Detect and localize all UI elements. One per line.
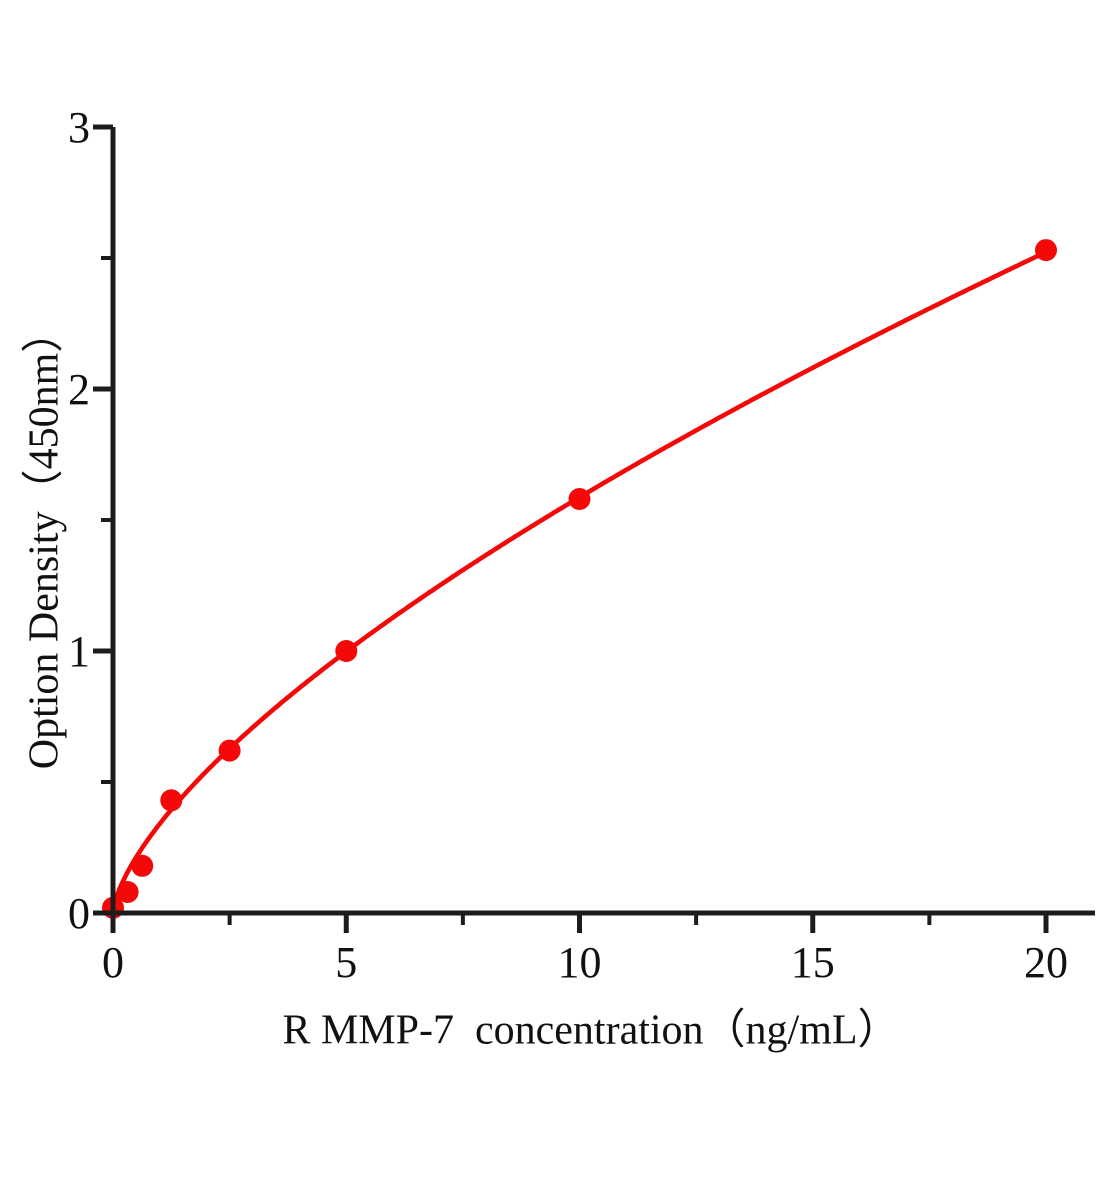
y-tick-label: 1 xyxy=(68,627,90,676)
data-point xyxy=(116,881,139,903)
x-axis-title: R MMP-7 concentration（ng/mL） xyxy=(282,1007,900,1054)
x-tick-label: 20 xyxy=(1024,938,1068,987)
data-point xyxy=(160,789,183,812)
fit-curve xyxy=(110,249,1049,916)
y-tick-label: 3 xyxy=(68,103,90,152)
y-axis-title: Option Density（450nm） xyxy=(21,310,68,770)
y-tick-label: 2 xyxy=(68,365,90,414)
y-tick-label: 0 xyxy=(68,889,90,938)
x-tick-label: 10 xyxy=(558,938,602,987)
x-tick-label: 0 xyxy=(102,938,124,987)
x-tick-label: 5 xyxy=(335,938,357,987)
data-point xyxy=(218,739,241,762)
data-point xyxy=(568,488,591,510)
x-tick-label: 15 xyxy=(791,938,835,987)
data-point xyxy=(335,640,358,662)
data-point xyxy=(131,854,154,877)
data-point xyxy=(1035,239,1057,262)
